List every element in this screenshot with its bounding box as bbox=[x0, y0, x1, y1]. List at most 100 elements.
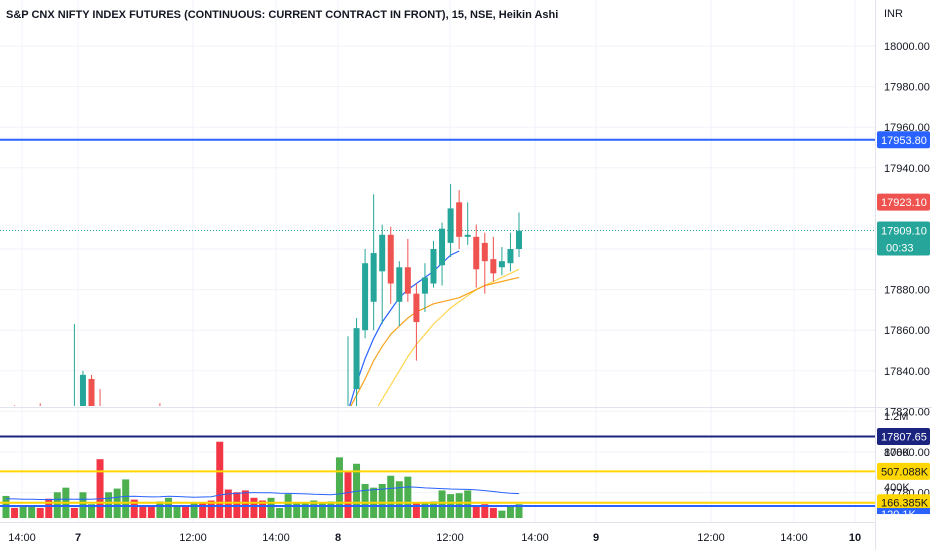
price-tick-label: 17940.00 bbox=[884, 163, 930, 175]
volume-level-badge-lower: 166.385K bbox=[881, 498, 929, 510]
price-tick-label: 17880.00 bbox=[884, 285, 930, 297]
candle bbox=[439, 222, 446, 286]
volume-bar bbox=[344, 472, 352, 518]
candle bbox=[387, 226, 394, 304]
volume-bar bbox=[404, 476, 412, 518]
time-tick-label: 14:00 bbox=[780, 532, 808, 544]
volume-bar bbox=[515, 504, 523, 518]
volume-bar bbox=[395, 481, 403, 518]
volume-bar bbox=[301, 502, 309, 518]
time-axis[interactable]: 14:00 7 12:00 14:00 8 12:00 14:00 9 12:00 14:00 10 bbox=[8, 532, 861, 544]
candle-body bbox=[456, 202, 463, 237]
volume-bar bbox=[361, 483, 369, 518]
volume-bar bbox=[310, 500, 318, 518]
volume-bar bbox=[70, 507, 78, 518]
candle bbox=[413, 283, 420, 361]
candle-body bbox=[516, 230, 522, 249]
grid-lines bbox=[0, 0, 875, 522]
candle-body bbox=[79, 374, 86, 406]
candle-body bbox=[362, 263, 369, 331]
volume-tick-label: 1.2M bbox=[884, 411, 908, 423]
candle bbox=[79, 370, 86, 406]
candle bbox=[421, 263, 428, 312]
candle-body bbox=[507, 249, 514, 264]
candle-body bbox=[430, 249, 437, 284]
price-level-lines[interactable] bbox=[0, 138, 875, 438]
price-badges: 17953.80 17923.10 17909.10 00:33 17807.65 507… bbox=[877, 131, 930, 521]
volume-bar bbox=[464, 490, 472, 518]
ma-slow-line bbox=[377, 268, 520, 406]
time-tick-label: 9 bbox=[593, 532, 599, 544]
last-price-badge-bg bbox=[877, 221, 930, 256]
volume-bar bbox=[199, 502, 207, 518]
high-price-badge: 17923.10 bbox=[881, 197, 927, 209]
candle-body bbox=[396, 267, 403, 302]
volume-level-badge-lower-bg bbox=[877, 494, 930, 512]
volume-bar bbox=[318, 503, 326, 518]
candlestick-series[interactable] bbox=[3, 184, 522, 543]
volume-series[interactable] bbox=[0, 441, 875, 518]
candle bbox=[404, 238, 411, 302]
candle-body bbox=[473, 236, 480, 270]
candle bbox=[490, 236, 497, 282]
candle bbox=[370, 194, 377, 331]
volume-tick-label: 400K bbox=[884, 482, 910, 494]
time-tick-label: 14:00 bbox=[521, 532, 549, 544]
candle-body bbox=[464, 234, 471, 237]
ma-fast-line bbox=[349, 250, 460, 406]
candle bbox=[88, 374, 95, 406]
candle-body bbox=[481, 242, 488, 262]
ma-mid-line bbox=[350, 276, 520, 406]
volume-bar bbox=[250, 497, 258, 518]
volume-bar bbox=[438, 490, 446, 518]
candle-body bbox=[404, 267, 411, 294]
level-badge-upper: 17953.80 bbox=[881, 135, 927, 147]
chart-title: S&P CNX NIFTY INDEX FUTURES (CONTINUOUS:… bbox=[6, 9, 558, 21]
candle bbox=[430, 240, 437, 288]
volume-level-badge-upper: 507.088K bbox=[881, 466, 929, 478]
time-tick-label: 10 bbox=[849, 532, 861, 544]
time-tick-label: 7 bbox=[75, 532, 81, 544]
candle-body bbox=[370, 253, 377, 302]
volume-ma-line bbox=[5, 486, 520, 501]
volume-bar bbox=[36, 507, 44, 518]
volume-axis[interactable]: 1.2M 800K 400K bbox=[884, 411, 910, 494]
candle-body bbox=[490, 259, 497, 274]
candle bbox=[456, 190, 463, 249]
volume-bar bbox=[45, 498, 53, 518]
price-tick-label: 17800.00 bbox=[884, 447, 930, 459]
level-badge-lower-bg bbox=[877, 427, 930, 445]
volume-bar bbox=[11, 507, 19, 518]
volume-bar bbox=[28, 505, 36, 518]
volume-bar bbox=[481, 504, 489, 518]
time-tick-label: 14:00 bbox=[262, 532, 290, 544]
currency-label: INR bbox=[884, 8, 903, 20]
candle-body bbox=[421, 277, 428, 294]
price-axis[interactable]: 18000.00 17980.00 17960.00 17940.00 17880.00… bbox=[884, 41, 930, 500]
candle-body bbox=[439, 228, 446, 266]
candle-body bbox=[379, 234, 386, 272]
time-tick-label: 12:00 bbox=[697, 532, 725, 544]
volume-bar bbox=[207, 500, 215, 518]
volume-bar bbox=[241, 490, 249, 518]
volume-bar bbox=[19, 506, 27, 518]
volume-bar bbox=[164, 497, 172, 518]
candle bbox=[396, 261, 403, 327]
volume-bar bbox=[430, 501, 437, 518]
candle bbox=[464, 202, 471, 245]
volume-level-badge-blue: 120.1K bbox=[881, 509, 917, 521]
volume-bar bbox=[130, 499, 138, 518]
price-tick-label: 17860.00 bbox=[884, 325, 930, 337]
candle bbox=[73, 324, 75, 406]
time-tick-label: 14:00 bbox=[8, 532, 36, 544]
candle bbox=[516, 212, 522, 258]
volume-bar bbox=[335, 457, 343, 518]
volume-bar bbox=[498, 510, 506, 518]
volume-tick-label: 800K bbox=[884, 447, 910, 459]
candle-body bbox=[353, 328, 360, 390]
volume-bar bbox=[472, 505, 480, 518]
candle bbox=[481, 232, 488, 294]
countdown-badge: 00:33 bbox=[886, 243, 914, 255]
price-tick-label: 17820.00 bbox=[884, 406, 930, 418]
